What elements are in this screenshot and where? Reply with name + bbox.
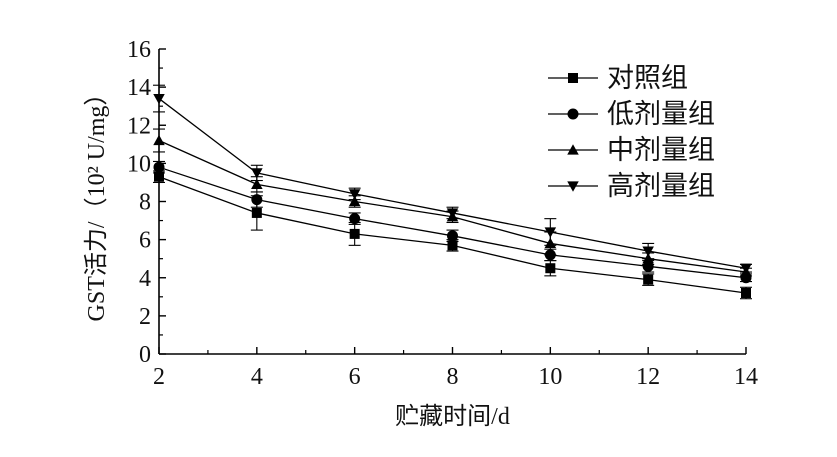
triangle-up-marker: [251, 178, 263, 189]
y-tick-label: 8: [139, 190, 151, 216]
x-tick-label: 14: [734, 364, 758, 390]
triangle-up-marker: [153, 134, 165, 146]
square-marker: [568, 73, 578, 83]
circle-marker: [251, 194, 263, 206]
triangle-down-marker: [348, 189, 361, 200]
square-marker: [154, 171, 164, 182]
triangle-down-marker: [153, 93, 165, 105]
square-marker: [545, 263, 556, 274]
circle-marker: [349, 213, 361, 225]
triangle-up-marker: [348, 195, 361, 207]
y-tick-label: 16: [127, 37, 151, 63]
triangle-down-marker: [567, 181, 579, 192]
square-marker: [447, 240, 458, 251]
y-tick-label: 10: [127, 151, 151, 177]
square-marker: [643, 274, 654, 285]
circle-marker: [153, 161, 165, 173]
y-tick-label: 4: [139, 266, 151, 292]
triangle-down-marker: [740, 263, 752, 274]
legend-label: 中剂量组: [607, 135, 715, 165]
x-tick-label: 2: [153, 364, 165, 390]
circle-marker: [567, 108, 579, 120]
legend-item: 中剂量组: [548, 135, 715, 165]
triangle-up-marker: [567, 144, 579, 155]
triangle-down-marker: [446, 208, 459, 219]
x-tick-label: 10: [538, 364, 562, 390]
y-tick-label: 14: [127, 75, 151, 101]
legend-label: 低剂量组: [607, 99, 715, 129]
series-4: [153, 84, 752, 274]
square-marker: [741, 288, 751, 298]
legend-item: 高剂量组: [548, 171, 715, 201]
y-tick-label: 0: [139, 342, 151, 368]
triangle-down-marker: [544, 227, 557, 238]
x-axis-title: 贮藏时间/d: [395, 403, 510, 430]
legend-label: 高剂量组: [607, 171, 715, 201]
circle-marker: [447, 230, 458, 242]
triangle-down-marker: [642, 246, 654, 257]
square-marker: [349, 228, 360, 239]
triangle-down-marker: [251, 168, 263, 179]
square-marker: [251, 207, 262, 218]
y-tick-label: 6: [139, 228, 151, 254]
x-tick-label: 8: [447, 364, 459, 390]
x-tick-label: 12: [636, 364, 660, 390]
circle-marker: [642, 260, 654, 272]
x-tick-label: 6: [349, 364, 361, 390]
legend-label: 对照组: [607, 63, 688, 93]
legend-item: 低剂量组: [548, 99, 715, 129]
y-tick-label: 2: [139, 304, 151, 330]
x-tick-label: 4: [251, 364, 263, 390]
legend-item: 对照组: [548, 63, 688, 93]
series-layer: [153, 84, 752, 300]
y-axis-title: GST活力/（10² U/mg）: [83, 82, 110, 322]
y-tick-label: 12: [127, 113, 151, 139]
